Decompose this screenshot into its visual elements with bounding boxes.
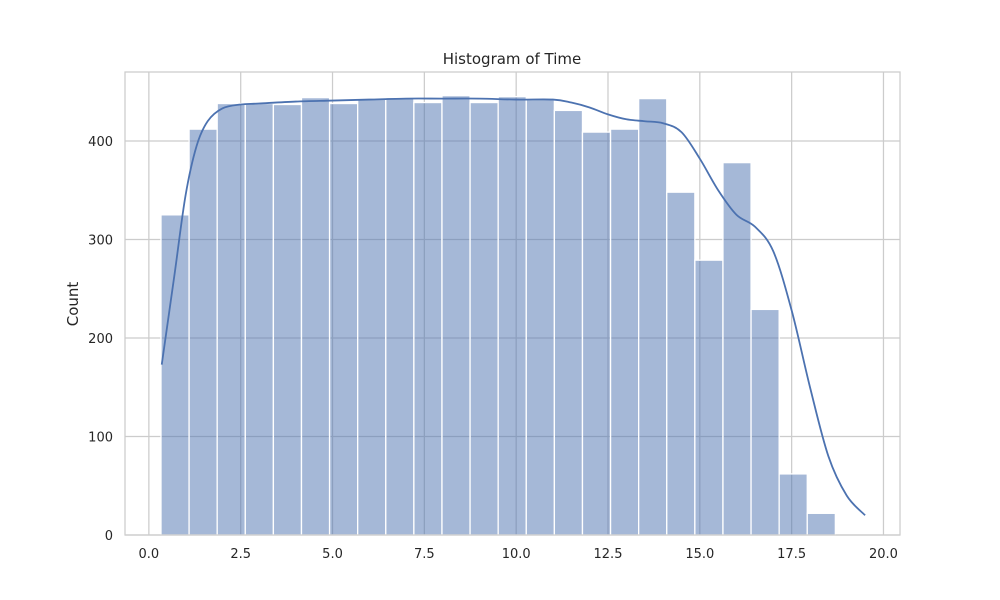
y-ticks: 0 100 200 300 400 (88, 135, 113, 544)
histogram-bar (328, 102, 359, 536)
histogram-bar (385, 96, 415, 536)
histogram-bar (300, 96, 331, 536)
histogram-bar (188, 128, 218, 536)
y-tick-label: 0 (105, 529, 113, 544)
histogram-bar (553, 109, 584, 536)
plot-frame (124, 71, 901, 536)
histogram-bar (216, 102, 246, 536)
histogram-bar (413, 101, 443, 536)
histogram-bar (778, 473, 808, 536)
histogram-bar (357, 97, 387, 536)
histogram-bar (525, 98, 556, 536)
histogram-bar (609, 128, 640, 536)
histogram-bar (581, 131, 612, 536)
x-tick-label: 20.0 (869, 547, 898, 562)
x-ticks: 0.0 2.5 5.0 7.5 10.0 12.5 15.0 17.5 20.0 (139, 547, 898, 562)
y-axis-label: Count (64, 282, 82, 327)
histogram-bars (160, 94, 837, 536)
x-tick-label: 2.5 (230, 547, 251, 562)
histogram-bar (497, 95, 527, 536)
kde-curve-layer (160, 97, 866, 516)
histogram-bar (666, 191, 696, 536)
histogram-bar (750, 308, 780, 536)
histogram-bar (722, 161, 752, 536)
x-tick-label: 7.5 (414, 547, 435, 562)
y-tick-label: 200 (88, 332, 113, 347)
y-tick-label: 300 (88, 233, 113, 248)
histogram-bar (160, 214, 190, 536)
x-tick-label: 12.5 (594, 547, 623, 562)
x-tick-label: 15.0 (685, 547, 714, 562)
y-tick-label: 100 (88, 430, 113, 445)
y-tick-label: 400 (88, 135, 113, 150)
histogram-bar (694, 259, 724, 536)
histogram-bar (244, 102, 275, 536)
histogram-bar (469, 101, 499, 536)
histogram-bar (806, 512, 837, 536)
x-tick-label: 0.0 (139, 547, 160, 562)
histogram-bar (638, 97, 668, 536)
kde-curve (160, 97, 866, 516)
x-tick-label: 17.5 (777, 547, 806, 562)
chart-title: Histogram of Time (443, 50, 582, 68)
x-tick-label: 5.0 (322, 547, 343, 562)
histogram-bar (441, 94, 471, 536)
x-tick-label: 10.0 (502, 547, 531, 562)
histogram-bar (272, 103, 303, 536)
